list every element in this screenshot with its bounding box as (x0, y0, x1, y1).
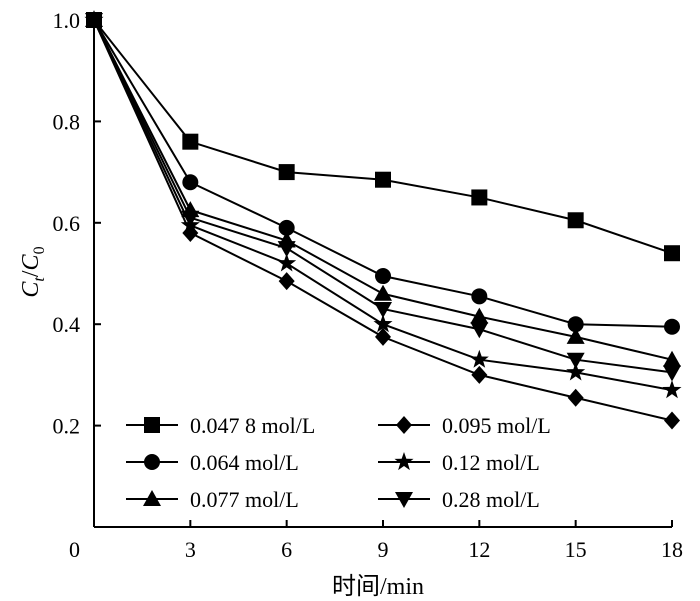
legend-item: 0.064 mol/L (126, 450, 299, 475)
legend-label: 0.077 mol/L (190, 487, 299, 512)
legend-item: 0.077 mol/L (126, 487, 299, 512)
y-tick-label: 0.2 (53, 414, 81, 439)
x-tick-label: 18 (661, 537, 683, 562)
data-point (566, 352, 585, 369)
legend-item: 0.12 mol/L (378, 450, 540, 475)
legend-label: 0.047 8 mol/L (190, 413, 315, 438)
data-point (374, 284, 392, 301)
data-point (374, 301, 392, 318)
data-point (278, 164, 295, 181)
data-point (373, 314, 393, 333)
series-line (93, 19, 673, 255)
series-6 (85, 13, 681, 382)
origin-label: 0 (69, 537, 80, 562)
y-axis-title: Ct/C0 (18, 246, 48, 297)
x-axis-title: 时间/min (332, 573, 424, 600)
data-point (567, 316, 584, 333)
legend-marker (144, 417, 160, 433)
data-point (567, 388, 584, 407)
x-tick-label: 9 (378, 537, 389, 562)
legend-item: 0.095 mol/L (378, 413, 551, 438)
legend-marker (394, 452, 414, 471)
series-4 (86, 11, 680, 430)
x-tick-label: 3 (185, 537, 196, 562)
data-point (182, 174, 199, 191)
data-point (85, 13, 103, 29)
legend-label: 0.064 mol/L (190, 450, 299, 475)
data-point (182, 133, 199, 150)
data-point (567, 212, 584, 229)
data-point (471, 365, 488, 384)
legend-label: 0.28 mol/L (442, 487, 540, 512)
legend-marker (143, 490, 161, 506)
data-point (471, 288, 488, 305)
x-tick-label: 12 (468, 537, 490, 562)
y-tick-label: 1.0 (53, 8, 81, 33)
data-point (663, 365, 681, 382)
legend-marker (395, 492, 413, 508)
data-point (662, 380, 682, 399)
legend-marker (144, 454, 160, 470)
legend: 0.047 8 mol/L 0.064 mol/L 0.077 mol/L 0.095… (126, 413, 551, 512)
data-point (470, 322, 489, 339)
data-point (664, 245, 680, 262)
data-point (278, 272, 295, 291)
legend-item: 0.047 8 mol/L (126, 413, 315, 438)
data-point (663, 350, 681, 367)
data-point (471, 189, 488, 206)
data-point (566, 327, 585, 344)
data-point (664, 318, 680, 335)
data-point (566, 362, 586, 381)
series-layer (84, 10, 682, 430)
x-tick-label: 15 (565, 537, 587, 562)
data-point (470, 307, 489, 324)
axes: 0.2 0.4 0.6 0.8 1.0 3 6 9 12 15 18 0 (53, 8, 684, 562)
y-tick-label: 0.6 (53, 211, 81, 236)
data-point (469, 349, 489, 368)
data-point (375, 171, 391, 188)
series-1 (86, 12, 680, 262)
legend-item: 0.28 mol/L (378, 487, 540, 512)
y-tick-label: 0.8 (53, 109, 81, 134)
data-point (664, 411, 680, 430)
data-point (278, 219, 295, 236)
data-point (277, 241, 296, 258)
legend-label: 0.095 mol/L (442, 413, 551, 438)
data-point (375, 327, 391, 346)
y-tick-label: 0.4 (53, 312, 81, 337)
x-tick-label: 6 (281, 537, 292, 562)
legend-marker (396, 416, 412, 434)
data-point (375, 268, 391, 285)
data-point (181, 210, 200, 227)
legend-label: 0.12 mol/L (442, 450, 540, 475)
data-point (277, 253, 297, 272)
